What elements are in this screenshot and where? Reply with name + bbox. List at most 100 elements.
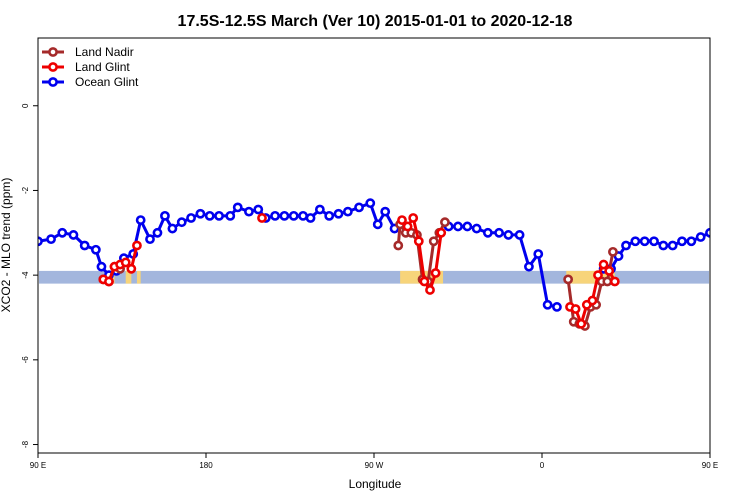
ocean-glint-point bbox=[225, 210, 236, 221]
ocean-glint-point bbox=[298, 210, 308, 221]
y-tick-label: 0 bbox=[21, 103, 30, 108]
land-glint-point bbox=[430, 268, 441, 278]
ocean-glint-point bbox=[667, 240, 678, 251]
series-group bbox=[38, 198, 750, 331]
x-tick-label: 180 bbox=[199, 461, 213, 470]
ocean-glint-point bbox=[204, 210, 215, 221]
ocean-glint-point bbox=[380, 206, 391, 217]
ocean-glint-point bbox=[482, 227, 493, 238]
ocean-glint-point bbox=[542, 299, 553, 310]
ocean-glint-point bbox=[279, 210, 290, 221]
land-glint-point bbox=[120, 257, 131, 268]
land-glint-point bbox=[397, 215, 407, 225]
axes: 90 E 180 90 W 0 90 E 0 -2 -4 -6 -8 bbox=[21, 37, 718, 470]
land-glint-point bbox=[419, 276, 430, 287]
land-nadir-point bbox=[608, 246, 618, 257]
x-tick-label: 0 bbox=[540, 461, 545, 470]
land-glint-point bbox=[104, 276, 114, 287]
x-tick-label: 90 E bbox=[30, 461, 46, 470]
land-glint-point bbox=[609, 276, 620, 287]
land-glint-point bbox=[132, 240, 142, 251]
ocean-glint-point bbox=[533, 249, 544, 259]
legend-marker-ocean-glint bbox=[48, 77, 58, 87]
land-glint-point bbox=[436, 227, 447, 238]
ocean-glint-point bbox=[453, 221, 463, 232]
land-glint-point bbox=[598, 259, 609, 270]
ocean-glint-point bbox=[705, 227, 710, 238]
ocean-glint-point bbox=[288, 210, 299, 221]
ocean-glint-point bbox=[214, 210, 224, 221]
legend-label-ocean-glint: Ocean Glint bbox=[75, 75, 139, 89]
ocean-glint-point bbox=[176, 217, 187, 228]
y-tick-label: -8 bbox=[21, 440, 30, 448]
legend-label-land-nadir: Land Nadir bbox=[75, 45, 134, 59]
ocean-glint-point bbox=[695, 232, 706, 242]
ocean-glint-point bbox=[253, 204, 264, 215]
ocean-glint-point bbox=[152, 227, 163, 238]
ocean-glint-point bbox=[135, 215, 146, 225]
legend-marker-land-nadir bbox=[48, 47, 58, 57]
y-tick-label: -4 bbox=[21, 271, 30, 279]
land-nadir-point bbox=[563, 274, 574, 285]
ocean-glint-point bbox=[462, 221, 473, 232]
ocean-glint-point bbox=[471, 223, 482, 234]
ocean-glint-point bbox=[649, 236, 659, 247]
ocean-glint-point bbox=[46, 234, 56, 245]
y-tick-label: -2 bbox=[21, 186, 30, 194]
land-glint-point bbox=[576, 318, 587, 329]
ocean-glint-point bbox=[639, 236, 650, 247]
ocean-glint-point bbox=[186, 213, 196, 223]
ocean-glint-point bbox=[145, 234, 155, 245]
ocean-glint-point bbox=[621, 240, 631, 251]
ocean-glint-point bbox=[686, 236, 697, 247]
legend-marker-land-glint bbox=[48, 62, 58, 72]
ocean-glint-point bbox=[744, 263, 750, 270]
ocean-glint-point bbox=[324, 210, 335, 221]
ocean-glint-point bbox=[195, 208, 206, 219]
land-nadir-point bbox=[393, 240, 404, 251]
x-tick-label: 90 W bbox=[365, 461, 384, 470]
ocean-glint-point bbox=[716, 231, 723, 238]
land-glint-point bbox=[126, 263, 137, 274]
ocean-glint-point bbox=[658, 240, 669, 251]
ocean-glint-point bbox=[552, 302, 562, 312]
land-glint-point bbox=[604, 266, 615, 276]
ocean-glint-point bbox=[79, 240, 90, 251]
ocean-glint-point bbox=[57, 227, 68, 238]
ocean-glint-point bbox=[494, 227, 504, 238]
ocean-glint-point bbox=[68, 230, 79, 240]
ocean-glint-line bbox=[448, 224, 558, 309]
ocean-glint-point bbox=[734, 250, 741, 257]
ocean-glint-point bbox=[232, 202, 243, 213]
ocean-glint-point bbox=[244, 206, 254, 217]
y-axis-label: XCO2 - MLO trend (ppm) bbox=[0, 178, 13, 313]
ocean-glint-point bbox=[314, 204, 325, 215]
land-band bbox=[125, 270, 132, 284]
land-glint-point bbox=[425, 285, 435, 295]
land-nadir-point bbox=[602, 276, 613, 287]
x-tick-label: 90 E bbox=[702, 461, 718, 470]
ocean-glint-point bbox=[503, 230, 514, 240]
ocean-glint-point bbox=[167, 223, 178, 234]
ocean-glint-point bbox=[342, 206, 353, 217]
y-tick-label: -6 bbox=[21, 356, 30, 364]
land-glint-point bbox=[587, 295, 598, 306]
chart-title: 17.5S-12.5S March (Ver 10) 2015-01-01 to… bbox=[178, 13, 573, 30]
ocean-glint-point bbox=[677, 236, 687, 247]
land-band bbox=[136, 270, 141, 284]
land-glint-point bbox=[257, 213, 267, 223]
x-axis-label: Longitude bbox=[349, 477, 402, 491]
land-glint-point bbox=[408, 213, 419, 223]
ocean-glint-point bbox=[365, 198, 376, 209]
ocean-glint-point bbox=[305, 213, 316, 223]
land-glint-point bbox=[413, 236, 424, 247]
legend-label-land-glint: Land Glint bbox=[75, 60, 130, 74]
ocean-glint-point bbox=[354, 202, 364, 213]
land-nadir-point bbox=[428, 236, 439, 247]
ocean-glint-point bbox=[630, 236, 641, 247]
ocean-glint-point bbox=[270, 210, 280, 221]
ocean-glint-point bbox=[160, 210, 170, 221]
plot-area bbox=[38, 198, 750, 331]
